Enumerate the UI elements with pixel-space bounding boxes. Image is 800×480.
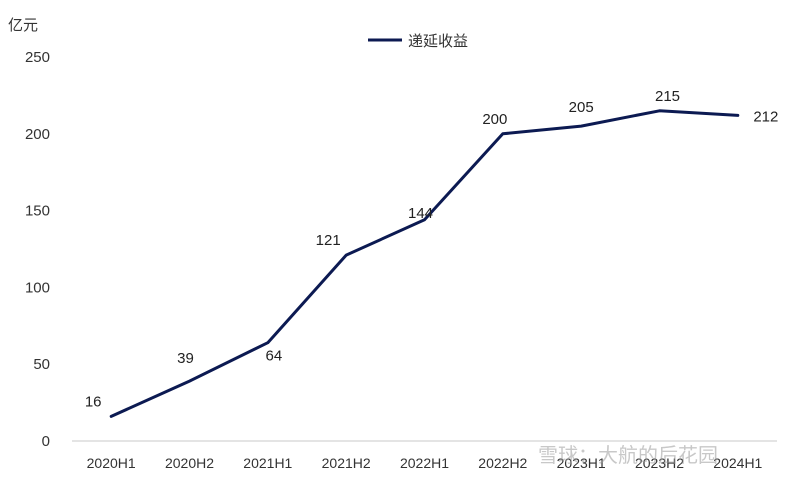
data-label: 16 <box>85 393 102 410</box>
y-tick-label: 100 <box>25 279 50 296</box>
x-tick-label: 2022H1 <box>400 455 449 471</box>
data-label: 39 <box>177 350 194 367</box>
x-tick-label: 2022H2 <box>478 455 527 471</box>
y-tick-label: 150 <box>25 203 50 220</box>
x-tick-label: 2020H2 <box>165 455 214 471</box>
data-label: 121 <box>316 232 341 249</box>
y-tick-label: 0 <box>42 433 50 450</box>
x-tick-label: 2023H1 <box>557 455 606 471</box>
y-tick-label: 200 <box>25 126 50 143</box>
y-tick-label: 250 <box>25 49 50 66</box>
x-tick-label: 2021H1 <box>243 455 292 471</box>
legend-label: 递延收益 <box>408 33 468 50</box>
y-axis: 0 50 100 150 200 250 <box>25 49 50 450</box>
legend: 递延收益 <box>368 33 468 50</box>
x-tick-label: 2024H1 <box>713 455 762 471</box>
y-tick-label: 50 <box>33 356 50 373</box>
data-label: 215 <box>655 88 680 105</box>
x-axis: 2020H1 2020H2 2021H1 2021H2 2022H1 2022H2 2023… <box>87 455 763 471</box>
data-label: 144 <box>408 205 433 222</box>
data-labels: 16 39 64 121 144 200 205 215 212 <box>85 88 779 411</box>
data-label: 200 <box>482 111 507 128</box>
y-axis-unit-label: 亿元 <box>8 17 38 34</box>
data-label: 205 <box>569 99 594 116</box>
series-line <box>109 109 740 418</box>
data-label: 64 <box>265 348 282 365</box>
x-tick-label: 2020H1 <box>87 455 136 471</box>
watermark-text: 雪球：大航的后花园 <box>538 443 718 467</box>
data-label: 212 <box>753 108 778 125</box>
x-tick-label: 2021H2 <box>322 455 371 471</box>
x-tick-label: 2023H2 <box>635 455 684 471</box>
